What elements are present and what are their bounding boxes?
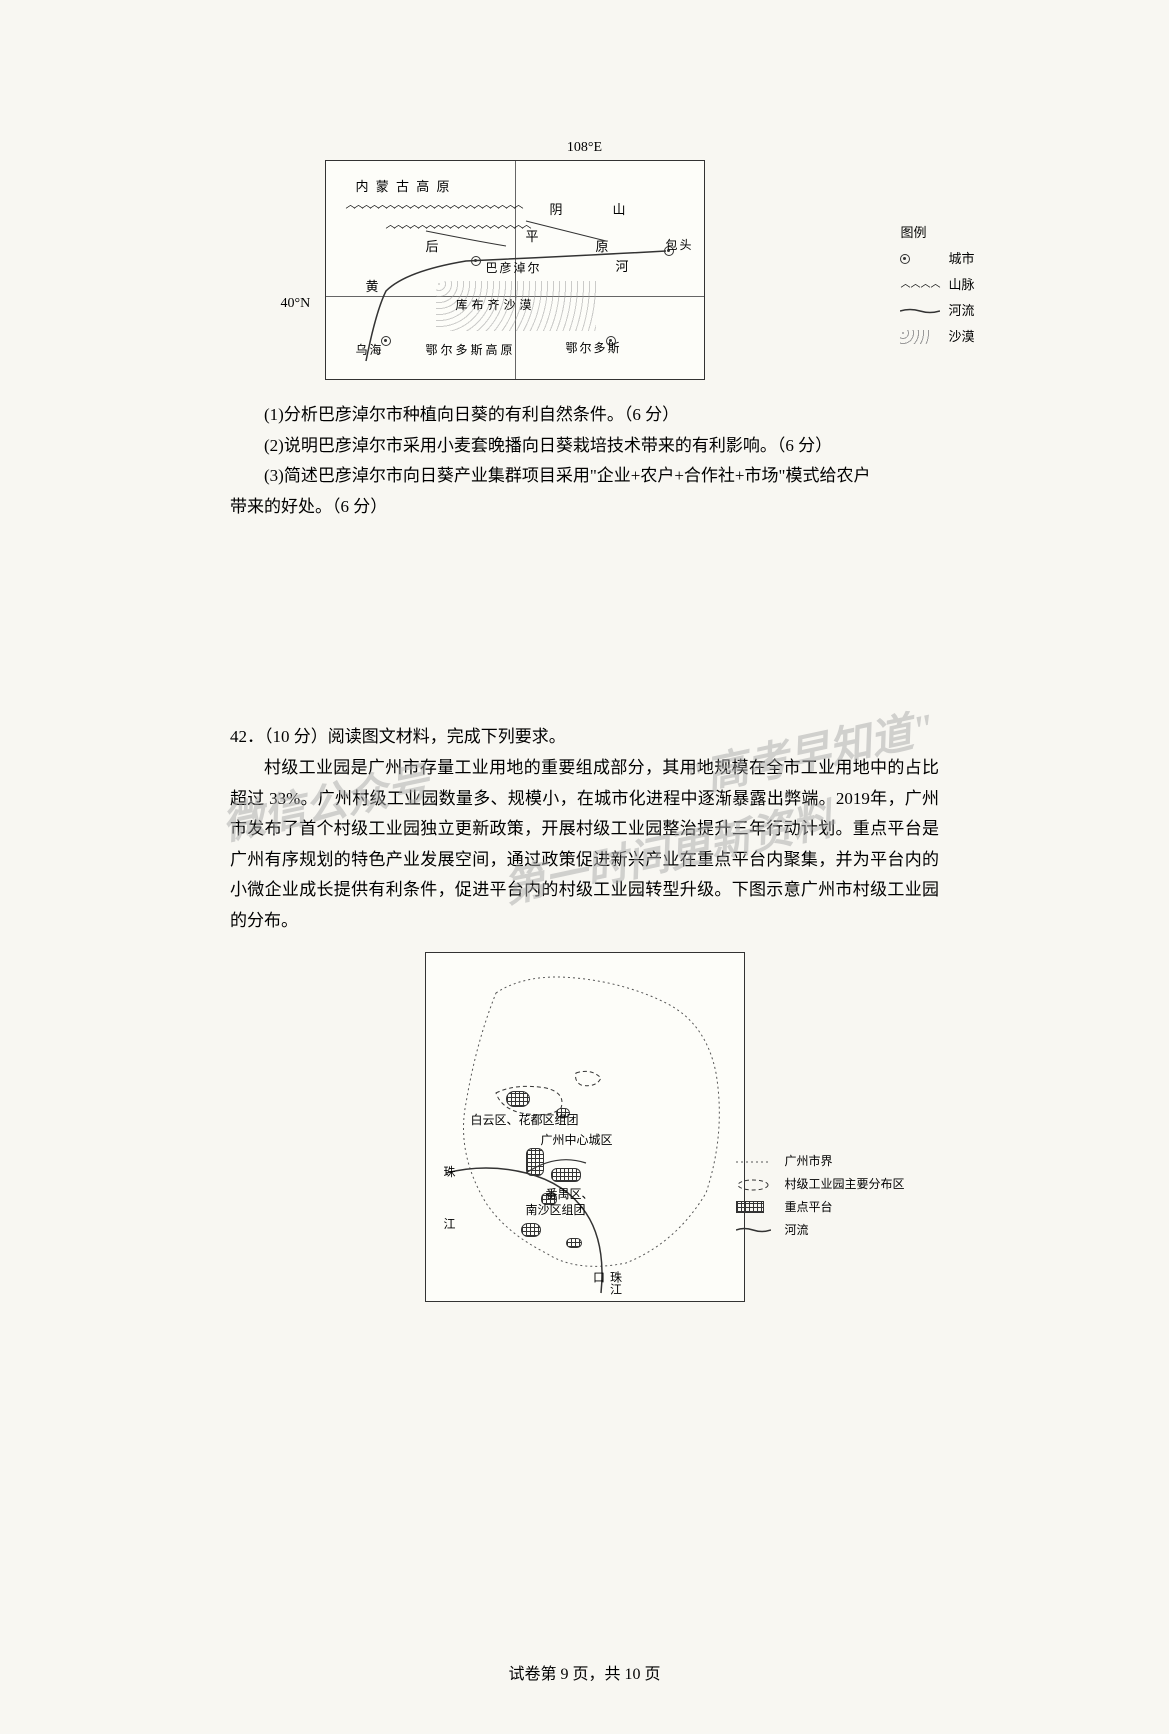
map-figure-1: 108°E 40°N 内 蒙 古 高 原 ︿︿︿︿︿︿︿︿︿︿︿︿︿︿︿︿︿︿︿… [325,160,845,380]
legend2-boundary-row: 广州市界 [736,1150,904,1173]
nansha-label: 南沙区组团 [526,1201,586,1218]
legend-desert-label: 沙漠 [948,324,974,350]
panyu-label: 番禺区、 [546,1185,594,1202]
legend-desert-row: 沙漠 [900,324,974,350]
legend-mountain-row: ︿︿︿︿ 山脉 [900,272,974,298]
q41-3-line2: 带来的好处。（6 分） [230,492,939,523]
platform-4 [551,1168,581,1182]
platform-7 [566,1238,582,1248]
questions-41-block: (1)分析巴彦淖尔市种植向日葵的有利自然条件。（6 分） (2)说明巴彦淖尔市采… [230,400,939,522]
platform-symbol [736,1201,776,1213]
legend-2: 广州市界 村级工业园主要分布区 重点平台 河流 [736,1150,904,1241]
boundary-symbol [736,1158,776,1166]
map-box-2: 白云区、花都区组团 广州中心城区 番禺区、 南沙区组团 珠 江 珠江口 [425,952,745,1302]
platform-6 [521,1223,541,1237]
q41-1: (1)分析巴彦淖尔市种植向日葵的有利自然条件。（6 分） [230,400,939,431]
platform-3 [526,1148,544,1176]
legend-river-label: 河流 [948,298,974,324]
legend-title: 图例 [900,220,974,246]
center-label: 广州中心城区 [541,1131,613,1148]
page-content: 108°E 40°N 内 蒙 古 高 原 ︿︿︿︿︿︿︿︿︿︿︿︿︿︿︿︿︿︿︿… [60,160,1109,1734]
page-footer: 试卷第 9 页，共 10 页 [60,1660,1109,1684]
legend2-river-label: 河流 [784,1219,808,1242]
legend2-industrial-row: 村级工业园主要分布区 [736,1173,904,1196]
legend-mountain-label: 山脉 [948,272,974,298]
legend2-platform-label: 重点平台 [784,1196,832,1219]
legend-1: 图例 城市 ︿︿︿︿ 山脉 河流 沙漠 [900,220,974,350]
section-42-header: 42．（10 分）阅读图文材料，完成下列要求。 [230,722,939,753]
section-42-paragraph: 村级工业园是广州市存量工业用地的重要组成部分，其用地规模在全市工业用地中的占比超… [230,753,939,937]
river-svg-1 [326,161,704,379]
map-box-1: 内 蒙 古 高 原 ︿︿︿︿︿︿︿︿︿︿︿︿︿︿︿︿︿︿︿︿︿︿ ︿︿︿︿︿︿︿… [325,160,705,380]
legend2-industrial-label: 村级工业园主要分布区 [784,1173,904,1196]
legend-city-row: 城市 [900,246,974,272]
map-figure-2: 白云区、花都区组团 广州中心城区 番禺区、 南沙区组团 珠 江 珠江口 广州市界… [370,952,800,1302]
zhujiangkou-label: 珠江口 [591,1271,625,1301]
platform-1 [506,1091,530,1107]
legend-city-label: 城市 [948,246,974,272]
industrial-symbol [736,1178,776,1192]
river-symbol [900,306,940,316]
baiyun-label: 白云区、花都区组团 [471,1111,579,1128]
legend2-river-row: 河流 [736,1219,904,1242]
zhu-label: 珠 [444,1163,456,1180]
q41-2: (2)说明巴彦淖尔市采用小麦套晚播向日葵栽培技术带来的有利影响。（6 分） [230,431,939,462]
city-symbol [900,254,940,264]
legend2-boundary-label: 广州市界 [784,1150,832,1173]
latitude-label: 40°N [281,296,311,312]
mountain-symbol: ︿︿︿︿ [900,275,940,295]
jiang-label: 江 [444,1215,456,1232]
q41-3-line1: (3)简述巴彦淖尔市向日葵产业集群项目采用"企业+农户+合作社+市场"模式给农户 [230,461,939,492]
legend-river-row: 河流 [900,298,974,324]
desert-symbol [900,330,940,344]
longitude-label: 108°E [567,140,602,156]
section-42: 42．（10 分）阅读图文材料，完成下列要求。 村级工业园是广州市存量工业用地的… [60,722,1109,1301]
river-symbol-2 [736,1225,776,1235]
legend2-platform-row: 重点平台 [736,1196,904,1219]
